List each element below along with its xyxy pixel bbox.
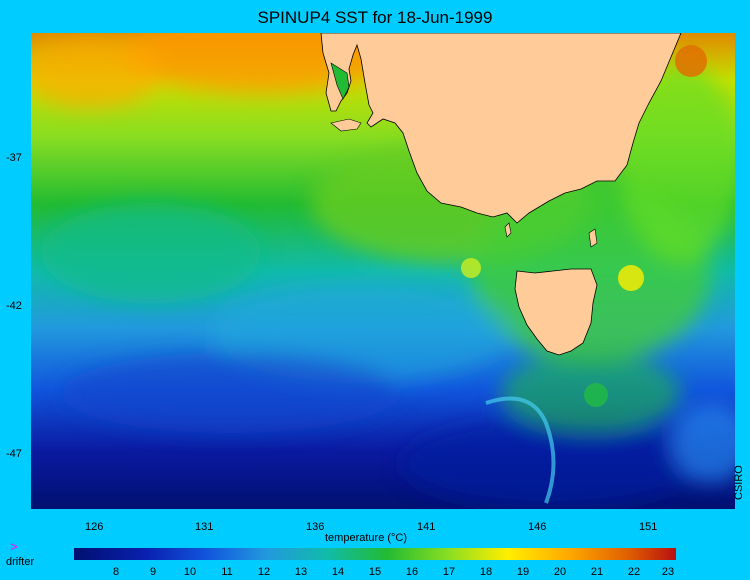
- cb-tick-16: 16: [405, 566, 419, 578]
- warm-eddy: [675, 45, 707, 77]
- cb-tick-18: 18: [479, 566, 493, 578]
- mainland-australia: [320, 33, 682, 224]
- cb-tick-14: 14: [331, 566, 345, 578]
- colorbar-gradient: [74, 548, 676, 560]
- gulf-water: [330, 62, 350, 100]
- credit-label: CSIRO: [733, 465, 745, 500]
- colorbar: [74, 548, 676, 560]
- warm-core-eddy: [618, 265, 644, 291]
- cb-tick-9: 9: [149, 566, 157, 578]
- lon-label-136: 136: [306, 521, 325, 533]
- king-island: [504, 222, 512, 238]
- flinders-island: [588, 228, 598, 248]
- cb-tick-21: 21: [590, 566, 604, 578]
- drifter-label: drifter: [6, 556, 35, 568]
- cb-tick-15: 15: [368, 566, 382, 578]
- eddy: [584, 383, 608, 407]
- lon-label-151: 151: [639, 521, 658, 533]
- lon-label-131: 131: [195, 521, 214, 533]
- cb-tick-22: 22: [627, 566, 641, 578]
- cb-tick-10: 10: [183, 566, 197, 578]
- eddy-field: [31, 33, 735, 508]
- cb-tick-20: 20: [553, 566, 567, 578]
- drifter-symbol-icon: >: [10, 539, 18, 554]
- sst-map: [31, 33, 735, 509]
- colorbar-label: temperature (°C): [325, 532, 408, 544]
- lat-label-47: -47: [6, 448, 22, 460]
- map-title: SPINUP4 SST for 18-Jun-1999: [257, 8, 493, 27]
- lon-label-141: 141: [417, 521, 436, 533]
- lon-label-126: 126: [85, 521, 104, 533]
- cb-tick-12: 12: [257, 566, 271, 578]
- lat-label-42: -42: [6, 300, 22, 312]
- eddy: [461, 258, 481, 278]
- kangaroo-island: [330, 118, 362, 132]
- cb-tick-19: 19: [516, 566, 530, 578]
- cb-tick-8: 8: [112, 566, 120, 578]
- cb-tick-23: 23: [661, 566, 675, 578]
- cb-tick-13: 13: [294, 566, 308, 578]
- cb-tick-17: 17: [442, 566, 456, 578]
- lat-label-37: -37: [6, 152, 22, 164]
- tasmania: [514, 268, 598, 356]
- lon-label-146: 146: [528, 521, 547, 533]
- cb-tick-11: 11: [221, 566, 233, 578]
- front-filament: [485, 396, 556, 504]
